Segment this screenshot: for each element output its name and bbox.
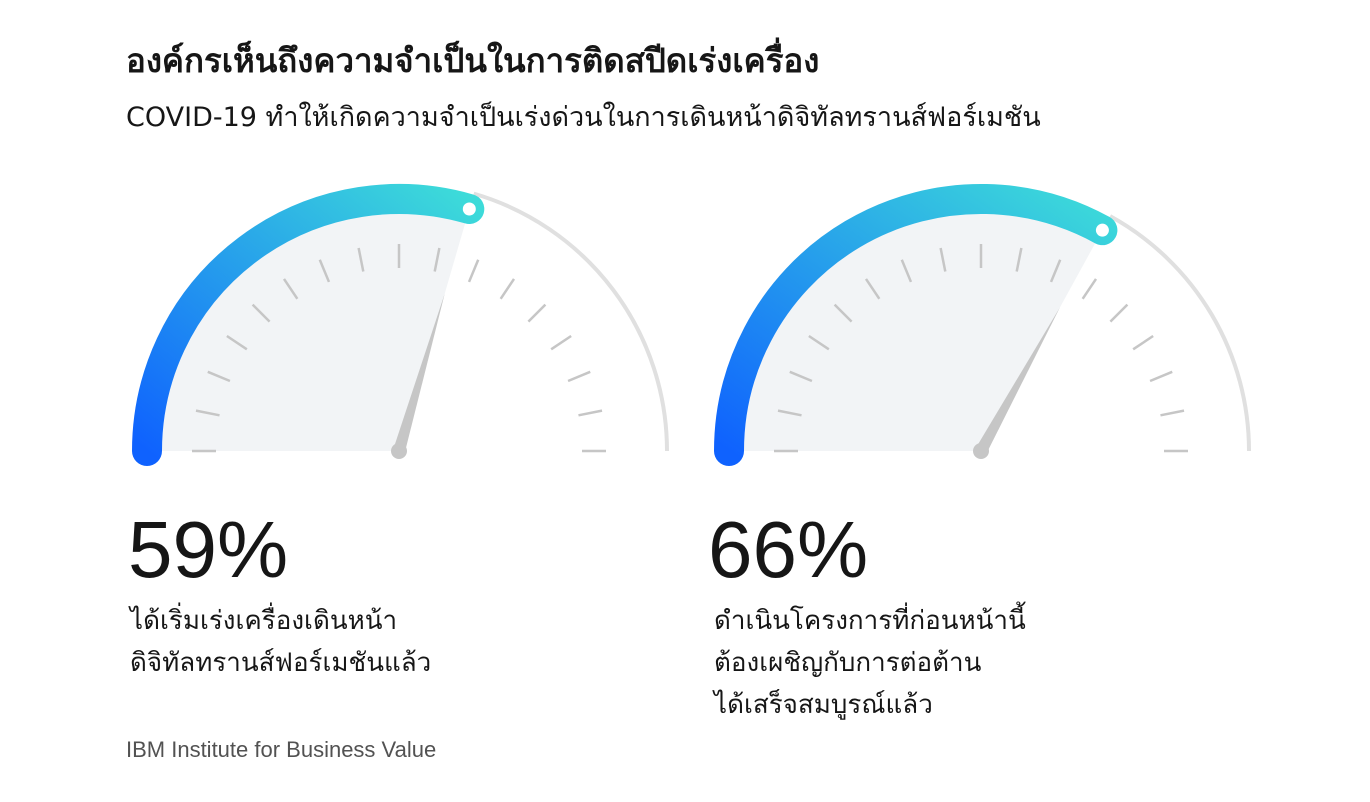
gauge-1-caption-line-1: ได้เริ่มเร่งเครื่องเดินหน้า <box>130 606 398 636</box>
gauge-2-tick <box>900 259 913 283</box>
gauge-2-tick <box>1109 303 1129 323</box>
gauge-1-track <box>473 191 669 452</box>
gauge-2-caption-line-2: ต้องเผชิญกับการต่อต้าน <box>714 648 982 678</box>
gauge-2-tick <box>1149 370 1173 383</box>
gauge-1-tick <box>226 334 248 351</box>
gauge-2-tick <box>939 247 947 272</box>
gauge-1-tick <box>318 259 331 283</box>
gauge-2-tick <box>777 409 802 417</box>
gauge-1-tick <box>467 259 480 283</box>
gauge-1-tick <box>195 409 220 417</box>
gauge-1-tick <box>433 247 441 272</box>
gauge-1-tick <box>550 334 572 351</box>
gauge-1-tick <box>207 370 231 383</box>
gauge-2-needle-hub <box>973 443 989 459</box>
gauge-1-needle <box>393 293 445 453</box>
gauge-2 <box>714 184 1251 466</box>
gauge-1-value-marker <box>462 202 476 216</box>
gauge-1-caption: ได้เริ่มเร่งเครื่องเดินหน้า ดิจิทัลทรานส… <box>130 600 431 684</box>
gauge-1-tick <box>567 370 591 383</box>
gauge-2-tick <box>864 278 881 300</box>
gauge-2-caption-line-1: ดำเนินโครงการที่ก่อนหน้านี้ <box>714 606 1026 636</box>
gauge-1-fill-sector <box>145 197 470 451</box>
gauge-2-tick <box>833 303 853 323</box>
gauge-2-needle <box>975 307 1061 454</box>
gauge-1 <box>132 184 669 466</box>
gauge-2-tick <box>1160 409 1185 417</box>
chart-title: องค์กรเห็นถึงความจำเป็นในการติดสปีดเร่งเ… <box>126 41 820 80</box>
gauge-2-caption-line-3: ได้เสร็จสมบูรณ์แล้ว <box>714 690 933 720</box>
gauge-1-tick <box>282 278 299 300</box>
gauge-1-value-arc <box>132 184 485 466</box>
gauge-2-tick <box>808 334 830 351</box>
gauge-2-value-marker <box>1095 223 1109 237</box>
gauge-2-value-arc <box>714 184 1118 466</box>
gauge-2-tick <box>1081 278 1098 300</box>
gauge-1-tick <box>527 303 547 323</box>
gauge-2-track <box>1109 214 1251 452</box>
chart-subtitle: COVID-19 ทำให้เกิดความจำเป็นเร่งด่วนในกา… <box>126 102 1041 133</box>
gauge-2-tick <box>1015 247 1023 272</box>
gauge-1-value: 59% <box>128 505 289 594</box>
gauge-1-tick <box>251 303 271 323</box>
source-credit: IBM Institute for Business Value <box>126 737 437 762</box>
gauge-2-caption: ดำเนินโครงการที่ก่อนหน้านี้ ต้องเผชิญกับ… <box>714 600 1026 726</box>
gauge-2-tick <box>789 370 813 383</box>
gauge-1-needle-hub <box>391 443 407 459</box>
gauge-1-tick <box>499 278 516 300</box>
gauge-1-caption-line-2: ดิจิทัลทรานส์ฟอร์เมชันแล้ว <box>130 648 432 678</box>
gauge-1-tick <box>578 409 603 417</box>
gauge-2-tick <box>1049 259 1062 283</box>
gauge-2-tick <box>1132 334 1154 351</box>
gauge-2-value: 66% <box>708 505 869 594</box>
gauge-1-tick <box>357 247 365 272</box>
